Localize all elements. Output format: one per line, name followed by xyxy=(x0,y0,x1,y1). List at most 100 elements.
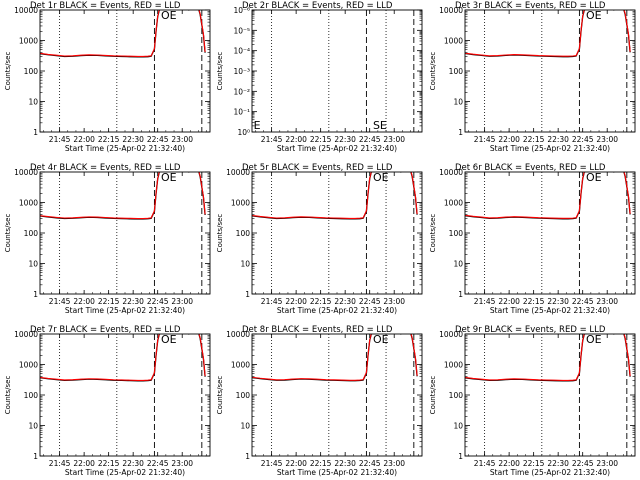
x-tick-label: 21:45 xyxy=(474,459,496,468)
plot-frame xyxy=(251,171,423,295)
annotation-label: OE xyxy=(586,171,602,184)
panel-title: Det 2r BLACK = Events, RED = LLD xyxy=(242,1,393,11)
x-tick-label: 21:45 xyxy=(49,135,71,144)
y-tick-label: 1000 xyxy=(444,199,463,208)
x-tick-label: 22:45 xyxy=(572,459,594,468)
x-tick-label: 22:30 xyxy=(547,135,569,144)
y-axis-label: Counts/sec xyxy=(4,376,12,415)
y-axis-label: Counts/sec xyxy=(429,214,437,253)
y-tick-label: 10⁻² xyxy=(233,87,250,96)
y-tick-label: 10 xyxy=(28,98,38,107)
x-axis-label: Start Time (25-Apr-02 21:32:40) xyxy=(65,144,185,153)
x-tick-label: 23:00 xyxy=(383,135,405,144)
x-tick-label: 23:00 xyxy=(171,297,193,306)
x-tick-label: 22:45 xyxy=(572,135,594,144)
x-tick-label: 22:00 xyxy=(285,135,307,144)
x-tick-label: 22:15 xyxy=(98,459,120,468)
y-tick-label: 10⁻⁶ xyxy=(233,6,250,15)
y-tick-label: 10000 xyxy=(14,168,38,177)
x-tick-label: 22:45 xyxy=(359,459,381,468)
y-tick-label: 10000 xyxy=(226,330,250,339)
annotation-label: E xyxy=(254,119,261,132)
plot-frame xyxy=(251,9,423,133)
y-tick-label: 100 xyxy=(24,229,39,238)
annotation-label: OE xyxy=(161,333,177,346)
plot-frame xyxy=(464,9,636,133)
y-tick-label: 10 xyxy=(453,260,463,269)
y-tick-label: 1 xyxy=(245,452,250,461)
series-line-lld xyxy=(40,172,206,220)
x-tick-label: 22:30 xyxy=(334,459,356,468)
y-tick-label: 1 xyxy=(245,290,250,299)
x-axis-label: Start Time (25-Apr-02 21:32:40) xyxy=(277,306,397,315)
y-axis-label: Counts/sec xyxy=(4,52,12,91)
y-tick-label: 10000 xyxy=(14,6,38,15)
annotation-label: OE xyxy=(373,333,389,346)
y-tick-label: 10000 xyxy=(439,168,463,177)
series-line-events xyxy=(465,10,631,58)
y-tick-label: 10000 xyxy=(439,330,463,339)
x-tick-label: 22:00 xyxy=(285,459,307,468)
y-tick-label: 1 xyxy=(458,290,463,299)
y-tick-label: 100 xyxy=(24,391,39,400)
x-tick-label: 22:00 xyxy=(73,297,95,306)
x-tick-label: 21:45 xyxy=(49,297,71,306)
series-line-events xyxy=(252,172,418,220)
y-axis-label: Counts/sec xyxy=(216,214,224,253)
x-tick-label: 22:30 xyxy=(547,459,569,468)
panel-title: Det 4r BLACK = Events, RED = LLD xyxy=(30,163,181,173)
y-tick-label: 10 xyxy=(28,260,38,269)
y-tick-label: 100 xyxy=(449,229,464,238)
x-tick-label: 22:00 xyxy=(73,135,95,144)
y-tick-label: 1 xyxy=(458,128,463,137)
x-tick-label: 22:45 xyxy=(147,135,169,144)
series-line-lld xyxy=(465,10,631,57)
x-tick-label: 22:00 xyxy=(498,135,520,144)
y-tick-label: 100 xyxy=(236,391,251,400)
plot-frame xyxy=(464,333,636,457)
panel-title: Det 3r BLACK = Events, RED = LLD xyxy=(455,1,606,11)
x-tick-label: 22:00 xyxy=(285,297,307,306)
plot-frame xyxy=(39,171,211,295)
annotation-label: OE xyxy=(586,9,602,22)
annotation-label: OE xyxy=(586,333,602,346)
annotation-label: OE xyxy=(373,171,389,184)
y-tick-label: 1000 xyxy=(19,37,38,46)
panel-det-2: Det 2r BLACK = Events, RED = LLD E SE 10⁰ 10… xyxy=(216,1,423,153)
x-tick-label: 22:45 xyxy=(147,297,169,306)
plot-frame xyxy=(464,171,636,295)
y-tick-label: 10 xyxy=(453,98,463,107)
x-tick-label: 22:15 xyxy=(523,459,545,468)
x-tick-label: 21:45 xyxy=(474,297,496,306)
x-axis-label: Start Time (25-Apr-02 21:32:40) xyxy=(490,468,610,477)
y-tick-label: 10000 xyxy=(226,168,250,177)
x-tick-label: 22:45 xyxy=(147,459,169,468)
y-axis-label: Counts/sec xyxy=(429,52,437,91)
y-tick-label: 1000 xyxy=(19,199,38,208)
annotation-label: OE xyxy=(161,171,177,184)
x-axis-label: Start Time (25-Apr-02 21:32:40) xyxy=(490,144,610,153)
annotation-label: SE xyxy=(373,119,387,132)
series-line-events xyxy=(465,334,631,382)
y-tick-label: 10⁰ xyxy=(237,128,250,137)
y-tick-label: 100 xyxy=(449,391,464,400)
series-line-lld xyxy=(40,334,206,381)
x-tick-label: 23:00 xyxy=(596,459,618,468)
y-tick-label: 1000 xyxy=(444,361,463,370)
y-tick-label: 10⁻⁴ xyxy=(233,47,250,56)
series-line-events xyxy=(40,172,206,220)
x-tick-label: 22:45 xyxy=(359,135,381,144)
x-tick-label: 22:15 xyxy=(523,135,545,144)
x-tick-label: 22:15 xyxy=(310,135,332,144)
x-tick-label: 23:00 xyxy=(596,135,618,144)
panel-title: Det 1r BLACK = Events, RED = LLD xyxy=(30,1,181,11)
x-axis-label: Start Time (25-Apr-02 21:32:40) xyxy=(277,144,397,153)
y-axis-label: Counts/sec xyxy=(429,376,437,415)
plot-frame xyxy=(39,333,211,457)
